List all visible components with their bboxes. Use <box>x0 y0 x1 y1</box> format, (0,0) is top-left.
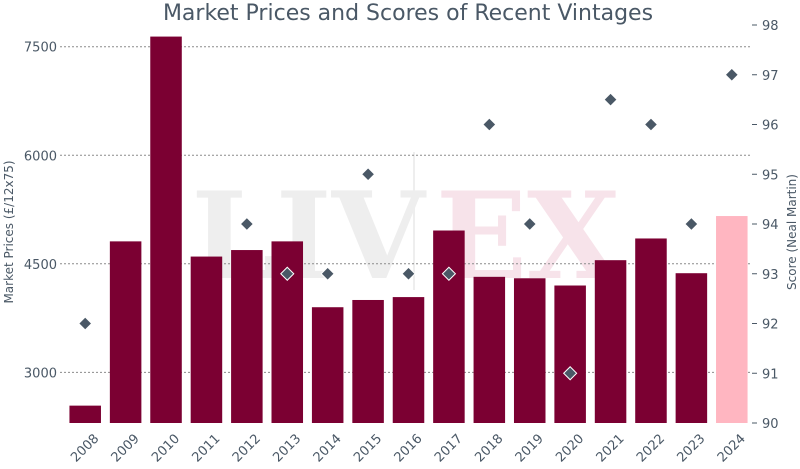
score-point-2008 <box>77 316 93 331</box>
score-point-2024 <box>724 67 740 82</box>
score-point-2013 <box>280 266 295 281</box>
x-tick-label: 2021 <box>594 431 628 465</box>
y-right-tick-label: 97 <box>762 69 779 84</box>
score-point-2015 <box>360 167 376 182</box>
x-tick-label: 2024 <box>715 431 749 465</box>
score-point-2022 <box>643 117 659 132</box>
score-point-2023 <box>684 216 699 232</box>
y-tick-label: 4500 <box>24 258 57 273</box>
bar-2022 <box>635 238 667 423</box>
bar-2024 <box>716 216 748 423</box>
x-tick-label: 2010 <box>149 431 183 465</box>
y-right-tick-label: 98 <box>762 19 779 34</box>
bar-2014 <box>311 307 344 423</box>
y-right-tick-label: 94 <box>762 218 779 233</box>
y-right-axis-label: Score (Neal Martin) <box>785 174 799 290</box>
y-tick-label: 7500 <box>24 41 57 56</box>
y-tick-label: 6000 <box>24 149 57 164</box>
bar-2009 <box>109 241 142 423</box>
y-right-tick-label: 96 <box>762 119 779 134</box>
bar-2020 <box>554 285 586 423</box>
bar-2011 <box>190 256 223 423</box>
score-point-2017 <box>441 266 457 281</box>
y-right-tick-label: 92 <box>762 318 779 333</box>
y-right-tick-label: 93 <box>762 268 779 283</box>
bar-2017 <box>433 230 465 423</box>
watermark-left-text: LIV <box>191 166 427 307</box>
bar-2015 <box>352 299 384 423</box>
x-tick-label: 2014 <box>311 431 345 465</box>
score-points <box>77 67 740 381</box>
score-point-2021 <box>603 92 618 107</box>
x-tick-label: 2011 <box>189 431 223 465</box>
y-right-tick-label: 90 <box>762 417 779 432</box>
x-tick-labels: 2008 2009 2010 2011 2012 2013 2014 2015 2016 2017… <box>68 431 749 465</box>
x-tick-label: 2008 <box>68 431 102 465</box>
score-point-2019 <box>522 216 537 232</box>
y-right-tick-labels: 90 91 92 93 94 95 96 97 98 <box>752 19 779 432</box>
y-right-tick-label: 91 <box>762 367 779 382</box>
bar-2019 <box>513 278 546 423</box>
x-tick-label: 2013 <box>270 431 304 465</box>
y-tick-labels: 3000 4500 6000 7500 <box>24 41 57 382</box>
x-tick-label: 2012 <box>230 431 264 465</box>
score-point-2012 <box>239 216 255 232</box>
x-tick-label: 2019 <box>513 431 547 465</box>
y-tick-label: 3000 <box>24 366 57 381</box>
bar-2023 <box>675 273 708 423</box>
x-tick-label: 2009 <box>109 431 143 465</box>
y-axis-label: Market Prices (£/12x75) <box>2 160 16 303</box>
x-tick-label: 2016 <box>392 431 426 465</box>
chart-title: Market Prices and Scores of Recent Vinta… <box>163 1 653 26</box>
score-point-2020 <box>562 366 578 381</box>
score-point-2014 <box>320 266 335 281</box>
y-right-tick-label: 95 <box>762 168 779 183</box>
bar-2016 <box>392 297 425 423</box>
bar-2010 <box>150 36 182 423</box>
x-tick-label: 2020 <box>553 431 587 465</box>
bar-2021 <box>594 260 627 423</box>
bar-2012 <box>231 250 263 423</box>
bar-2008 <box>69 405 101 423</box>
score-point-2016 <box>401 266 416 281</box>
x-tick-label: 2022 <box>634 431 668 465</box>
x-tick-label: 2018 <box>472 431 506 465</box>
bar-2018 <box>473 276 506 423</box>
x-tick-label: 2023 <box>674 431 708 465</box>
score-point-2018 <box>482 117 497 132</box>
x-tick-label: 2017 <box>432 431 466 465</box>
x-tick-label: 2015 <box>351 431 385 465</box>
watermark-logo: LIV EX <box>191 152 620 307</box>
